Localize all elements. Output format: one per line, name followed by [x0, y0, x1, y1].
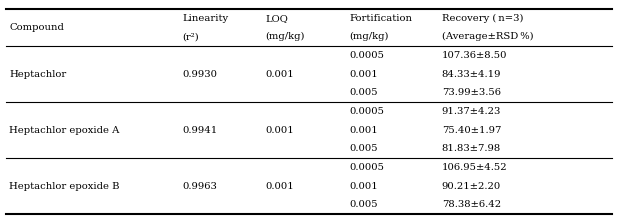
Text: (mg/kg): (mg/kg): [266, 32, 305, 41]
Text: Recovery ( n=3): Recovery ( n=3): [442, 14, 523, 23]
Text: Compound: Compound: [9, 23, 64, 32]
Text: Linearity: Linearity: [182, 14, 229, 23]
Text: 0.001: 0.001: [349, 126, 378, 135]
Text: 91.37±4.23: 91.37±4.23: [442, 107, 501, 116]
Text: 0.005: 0.005: [349, 88, 378, 97]
Text: 0.0005: 0.0005: [349, 51, 384, 60]
Text: 0.001: 0.001: [349, 70, 378, 79]
Text: 0.001: 0.001: [349, 182, 378, 191]
Text: 107.36±8.50: 107.36±8.50: [442, 51, 507, 60]
Text: Heptachlor epoxide A: Heptachlor epoxide A: [9, 126, 120, 135]
Text: (r²): (r²): [182, 32, 199, 41]
Text: Heptachlor epoxide B: Heptachlor epoxide B: [9, 182, 120, 191]
Text: 0.9930: 0.9930: [182, 70, 218, 79]
Text: 0.005: 0.005: [349, 200, 378, 209]
Text: 0.9963: 0.9963: [182, 182, 217, 191]
Text: 81.83±7.98: 81.83±7.98: [442, 144, 501, 153]
Text: LOQ: LOQ: [266, 14, 289, 23]
Text: 106.95±4.52: 106.95±4.52: [442, 163, 507, 172]
Text: 0.001: 0.001: [266, 182, 295, 191]
Text: Heptachlor: Heptachlor: [9, 70, 67, 79]
Text: 0.001: 0.001: [266, 126, 295, 135]
Text: 0.001: 0.001: [266, 70, 295, 79]
Text: (mg/kg): (mg/kg): [349, 32, 389, 41]
Text: (Average±RSD %): (Average±RSD %): [442, 32, 533, 41]
Text: 0.0005: 0.0005: [349, 163, 384, 172]
Text: 0.0005: 0.0005: [349, 107, 384, 116]
Text: 75.40±1.97: 75.40±1.97: [442, 126, 501, 135]
Text: 78.38±6.42: 78.38±6.42: [442, 200, 501, 209]
Text: 73.99±3.56: 73.99±3.56: [442, 88, 501, 97]
Text: 90.21±2.20: 90.21±2.20: [442, 182, 501, 191]
Text: 0.9941: 0.9941: [182, 126, 218, 135]
Text: 84.33±4.19: 84.33±4.19: [442, 70, 501, 79]
Text: Fortification: Fortification: [349, 14, 412, 23]
Text: 0.005: 0.005: [349, 144, 378, 153]
